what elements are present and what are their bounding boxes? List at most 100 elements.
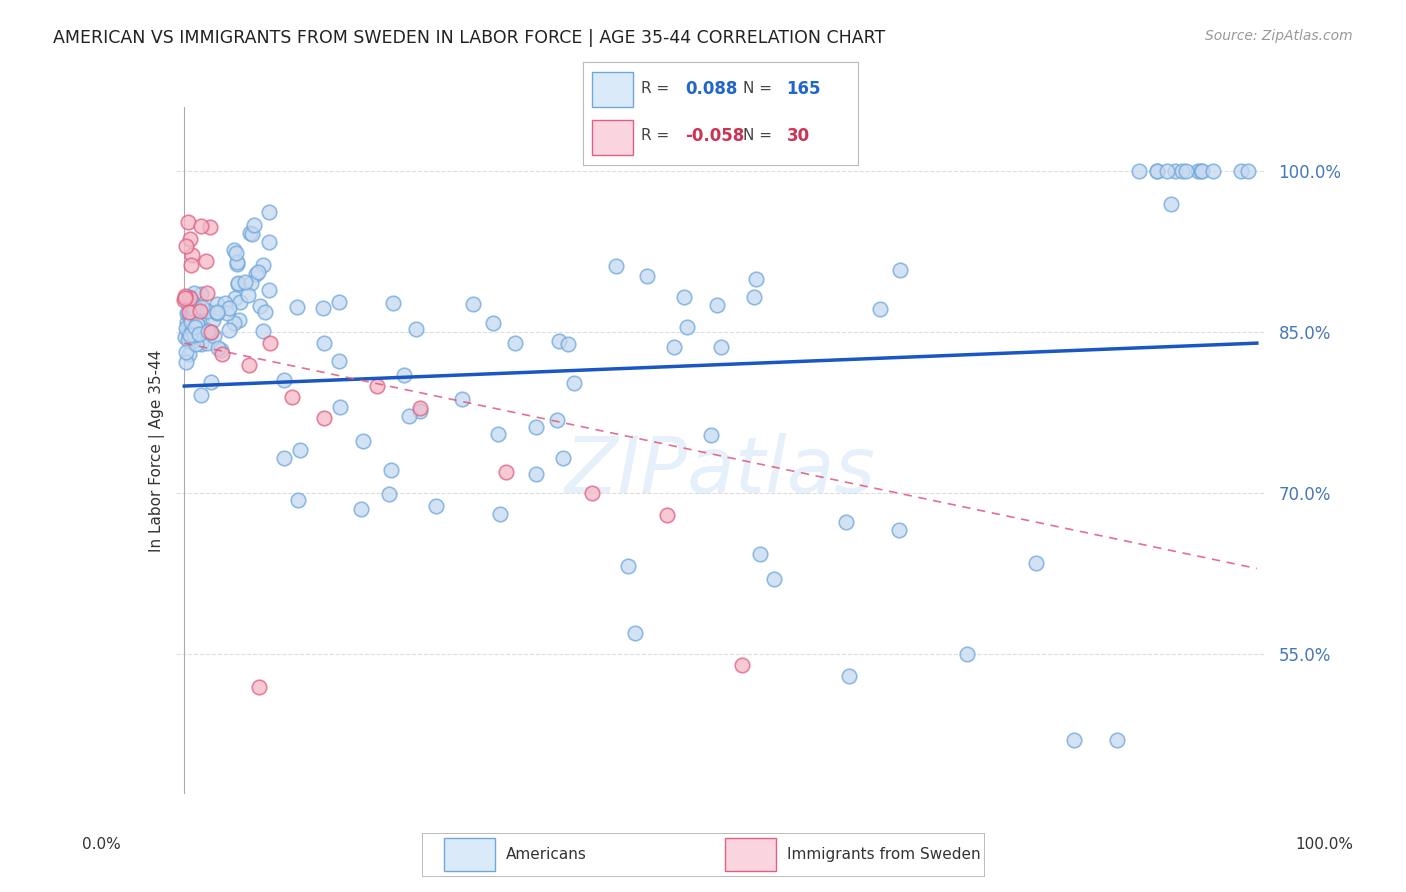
Point — [605, 260, 627, 274]
Text: 0.088: 0.088 — [685, 79, 737, 97]
Point — [314, 336, 336, 351]
Point — [228, 277, 250, 291]
Text: 100.0%: 100.0% — [1295, 838, 1354, 852]
Point — [186, 337, 208, 351]
Point — [745, 272, 768, 286]
Point — [180, 294, 202, 309]
Point — [181, 248, 204, 262]
Point — [190, 219, 212, 234]
Point — [202, 312, 225, 326]
Text: Americans: Americans — [506, 847, 588, 862]
Point — [188, 332, 211, 346]
Text: Source: ZipAtlas.com: Source: ZipAtlas.com — [1205, 29, 1353, 43]
Point — [224, 291, 246, 305]
Point — [190, 318, 212, 332]
Point — [956, 648, 979, 662]
Point — [280, 390, 302, 404]
Point — [249, 299, 271, 313]
Point — [1187, 164, 1209, 178]
Point — [181, 305, 204, 319]
Text: -0.058: -0.058 — [685, 127, 744, 145]
Text: AMERICAN VS IMMIGRANTS FROM SWEDEN IN LABOR FORCE | AGE 35-44 CORRELATION CHART: AMERICAN VS IMMIGRANTS FROM SWEDEN IN LA… — [53, 29, 886, 46]
Point — [749, 547, 772, 561]
Text: N =: N = — [742, 128, 776, 144]
Point — [257, 283, 280, 297]
Point — [179, 291, 201, 305]
Point — [742, 290, 765, 304]
Point — [1146, 164, 1168, 178]
Point — [200, 325, 222, 339]
Y-axis label: In Labor Force | Age 35-44: In Labor Force | Age 35-44 — [149, 350, 165, 551]
Point — [247, 265, 270, 279]
Point — [200, 326, 222, 341]
Point — [285, 300, 308, 314]
Point — [207, 341, 229, 355]
Text: R =: R = — [641, 128, 675, 144]
FancyBboxPatch shape — [725, 838, 776, 871]
Point — [180, 322, 202, 336]
Point — [623, 626, 645, 640]
Point — [179, 318, 201, 332]
Point — [197, 324, 219, 338]
Point — [173, 291, 195, 305]
Point — [1146, 164, 1168, 178]
Point — [288, 443, 311, 458]
Point — [190, 337, 212, 351]
Point — [190, 388, 212, 402]
Point — [180, 315, 202, 329]
FancyBboxPatch shape — [444, 838, 495, 871]
Point — [1171, 164, 1194, 178]
Point — [174, 330, 197, 344]
Point — [195, 304, 218, 318]
Point — [180, 334, 202, 348]
Point — [211, 343, 233, 357]
Point — [229, 294, 252, 309]
Point — [239, 226, 262, 240]
Point — [183, 314, 205, 328]
Point — [273, 450, 295, 465]
Point — [195, 285, 218, 300]
Point — [181, 305, 204, 319]
Text: 30: 30 — [786, 127, 810, 145]
Text: Immigrants from Sweden: Immigrants from Sweden — [787, 847, 981, 862]
Point — [488, 507, 510, 521]
Point — [180, 258, 202, 272]
Point — [177, 333, 200, 347]
Point — [180, 318, 202, 332]
Point — [617, 559, 640, 574]
Point — [225, 245, 247, 260]
Point — [482, 316, 505, 330]
Point — [186, 301, 208, 316]
Point — [177, 326, 200, 341]
Point — [350, 502, 373, 516]
Point — [551, 450, 574, 465]
Point — [174, 354, 197, 368]
Point — [190, 323, 212, 337]
Point — [207, 305, 229, 319]
Point — [195, 254, 218, 268]
Point — [524, 419, 547, 434]
Point — [205, 305, 228, 319]
Point — [1160, 196, 1182, 211]
Point — [1156, 164, 1178, 178]
Point — [239, 276, 262, 290]
Point — [191, 300, 214, 314]
Point — [328, 354, 350, 368]
Point — [259, 235, 281, 249]
Point — [228, 313, 250, 327]
Point — [557, 337, 579, 351]
Point — [202, 328, 225, 343]
Point — [710, 341, 733, 355]
Point — [1202, 164, 1225, 178]
Point — [425, 499, 447, 513]
Point — [1107, 733, 1129, 747]
Point — [179, 332, 201, 346]
Point — [835, 515, 858, 529]
Point — [245, 267, 267, 281]
Point — [1063, 733, 1085, 747]
Point — [1191, 164, 1213, 178]
Point — [218, 301, 240, 316]
Point — [183, 327, 205, 342]
Point — [366, 379, 388, 393]
Point — [226, 276, 249, 290]
